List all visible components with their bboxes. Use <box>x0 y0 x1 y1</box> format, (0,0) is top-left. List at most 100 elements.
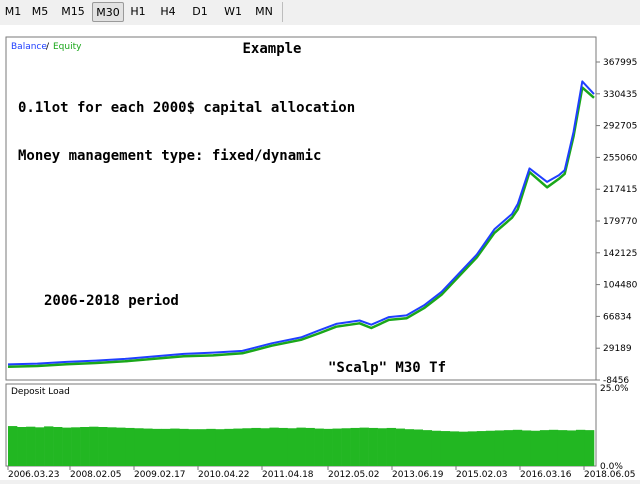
timeframe-toolbar: M1 M5 M15 M30 H1 H4 D1 W1 MN <box>0 0 640 25</box>
main-ytick-label: 104480 <box>603 281 638 291</box>
main-ytick-label: -8456 <box>603 376 629 386</box>
deposit-load-bar <box>215 429 225 466</box>
deposit-load-bar <box>125 427 135 466</box>
deposit-load-bar <box>251 427 261 466</box>
deposit-load-bar <box>224 428 234 466</box>
deposit-load-bar <box>530 430 541 466</box>
legend-balance: Balance <box>11 42 47 52</box>
deposit-load-bar <box>323 428 333 466</box>
deposit-load-bar <box>179 428 189 466</box>
chart-svg: Balance / Equity Example 0.1lot for each… <box>5 36 638 480</box>
balance-plot-frame <box>5 36 597 381</box>
xtick-label: 2009.02.17 <box>134 470 186 480</box>
main-y-axis: 367995 330435 292705 255060 217415 179770 1421… <box>596 58 638 386</box>
deposit-load-bar <box>377 428 387 466</box>
timeframe-button-h4[interactable]: H4 <box>160 5 176 18</box>
deposit-load-bar <box>98 427 108 466</box>
deposit-load-bar <box>242 428 252 466</box>
deposit-load-bar <box>395 428 405 466</box>
deposit-load-bar <box>584 430 595 466</box>
deposit-load-bar <box>512 429 523 466</box>
deposit-load-bar <box>575 429 586 466</box>
chart-title: Example <box>242 41 301 57</box>
deposit-load-bar <box>521 430 532 466</box>
deposit-load-bar <box>503 430 514 466</box>
series-line-equity <box>7 86 595 369</box>
annotation-period: 2006-2018 period <box>44 293 179 309</box>
deposit-load-bar <box>467 431 478 466</box>
deposit-load-bar <box>476 431 487 466</box>
chart-area: Balance / Equity Example 0.1lot for each… <box>0 25 640 480</box>
deposit-load-bar <box>206 428 216 466</box>
deposit-load-title: Deposit Load <box>11 387 70 397</box>
deposit-load-bar <box>431 430 442 466</box>
main-ytick-label: 66834 <box>603 312 632 322</box>
deposit-load-bar <box>26 426 36 466</box>
main-ytick-label: 217415 <box>603 185 637 195</box>
deposit-load-bar <box>161 428 171 466</box>
main-ytick-label: 367995 <box>603 58 637 68</box>
xtick-label: 2008.02.05 <box>70 470 122 480</box>
deposit-bars-group <box>8 426 595 466</box>
deposit-load-bar <box>44 426 54 466</box>
timeframe-button-d1[interactable]: D1 <box>192 5 208 18</box>
deposit-load-bar <box>350 427 360 466</box>
deposit-load-bar <box>440 431 451 466</box>
deposit-load-bar <box>458 431 469 466</box>
xtick-label: 2012.05.02 <box>328 470 380 480</box>
deposit-load-bar <box>53 427 63 466</box>
deposit-load-bar <box>485 430 496 466</box>
x-axis: 2006.03.23 2008.02.05 2009.02.17 2010.04.22… <box>7 466 636 480</box>
main-series-group <box>7 80 595 369</box>
xtick-label: 2018.06.05 <box>584 470 636 480</box>
deposit-load-bar <box>89 426 99 466</box>
xtick-label: 2016.03.16 <box>520 470 572 480</box>
deposit-load-bar <box>539 430 550 466</box>
deposit-load-bar <box>152 428 162 466</box>
deposit-load-bar <box>170 428 180 466</box>
timeframe-button-m5[interactable]: M5 <box>31 5 49 18</box>
deposit-load-bar <box>188 429 198 466</box>
deposit-load-bar <box>314 428 324 466</box>
deposit-load-bar <box>359 427 369 466</box>
deposit-load-bar <box>413 429 424 466</box>
deposit-load-bar <box>80 427 90 466</box>
annotation-lot-allocation: 0.1lot for each 2000$ capital allocation <box>18 100 355 116</box>
deposit-ytick-bottom: 0.0% <box>600 462 623 472</box>
xtick-label: 2010.04.22 <box>198 470 250 480</box>
deposit-load-bar <box>17 427 27 466</box>
deposit-load-bar <box>368 427 378 466</box>
deposit-load-bar <box>548 429 559 466</box>
deposit-load-bar <box>332 428 342 466</box>
main-ytick-label: 330435 <box>603 90 637 100</box>
timeframe-button-h1[interactable]: H1 <box>130 5 146 18</box>
xtick-label: 2006.03.23 <box>8 470 60 480</box>
deposit-load-bar <box>233 428 243 466</box>
deposit-load-bar <box>278 427 288 466</box>
timeframe-button-mn[interactable]: MN <box>255 5 273 18</box>
deposit-load-bar <box>296 427 306 466</box>
toolbar-separator <box>282 2 283 22</box>
deposit-load-bar <box>422 430 433 466</box>
deposit-load-bar <box>143 428 153 466</box>
timeframe-button-m1[interactable]: M1 <box>4 5 22 18</box>
deposit-load-bar <box>494 430 505 466</box>
deposit-load-bar <box>449 431 460 466</box>
deposit-load-bar <box>116 427 126 466</box>
deposit-load-bar <box>260 428 270 466</box>
timeframe-button-m15[interactable]: M15 <box>61 5 85 18</box>
xtick-label: 2013.06.19 <box>392 470 444 480</box>
deposit-load-bar <box>71 427 81 466</box>
timeframe-button-w1[interactable]: W1 <box>224 5 242 18</box>
main-ytick-label: 255060 <box>603 153 638 163</box>
deposit-load-bar <box>8 426 18 466</box>
annotation-money-management: Money management type: fixed/dynamic <box>18 148 321 164</box>
main-ytick-label: 292705 <box>603 122 637 132</box>
timeframe-button-m30[interactable]: M30 <box>92 2 124 22</box>
deposit-load-bar <box>404 429 414 466</box>
deposit-load-bar <box>62 427 72 466</box>
deposit-load-bar <box>341 428 351 466</box>
deposit-load-bar <box>287 428 297 466</box>
series-line-balance <box>7 80 595 366</box>
deposit-load-bar <box>269 427 279 466</box>
